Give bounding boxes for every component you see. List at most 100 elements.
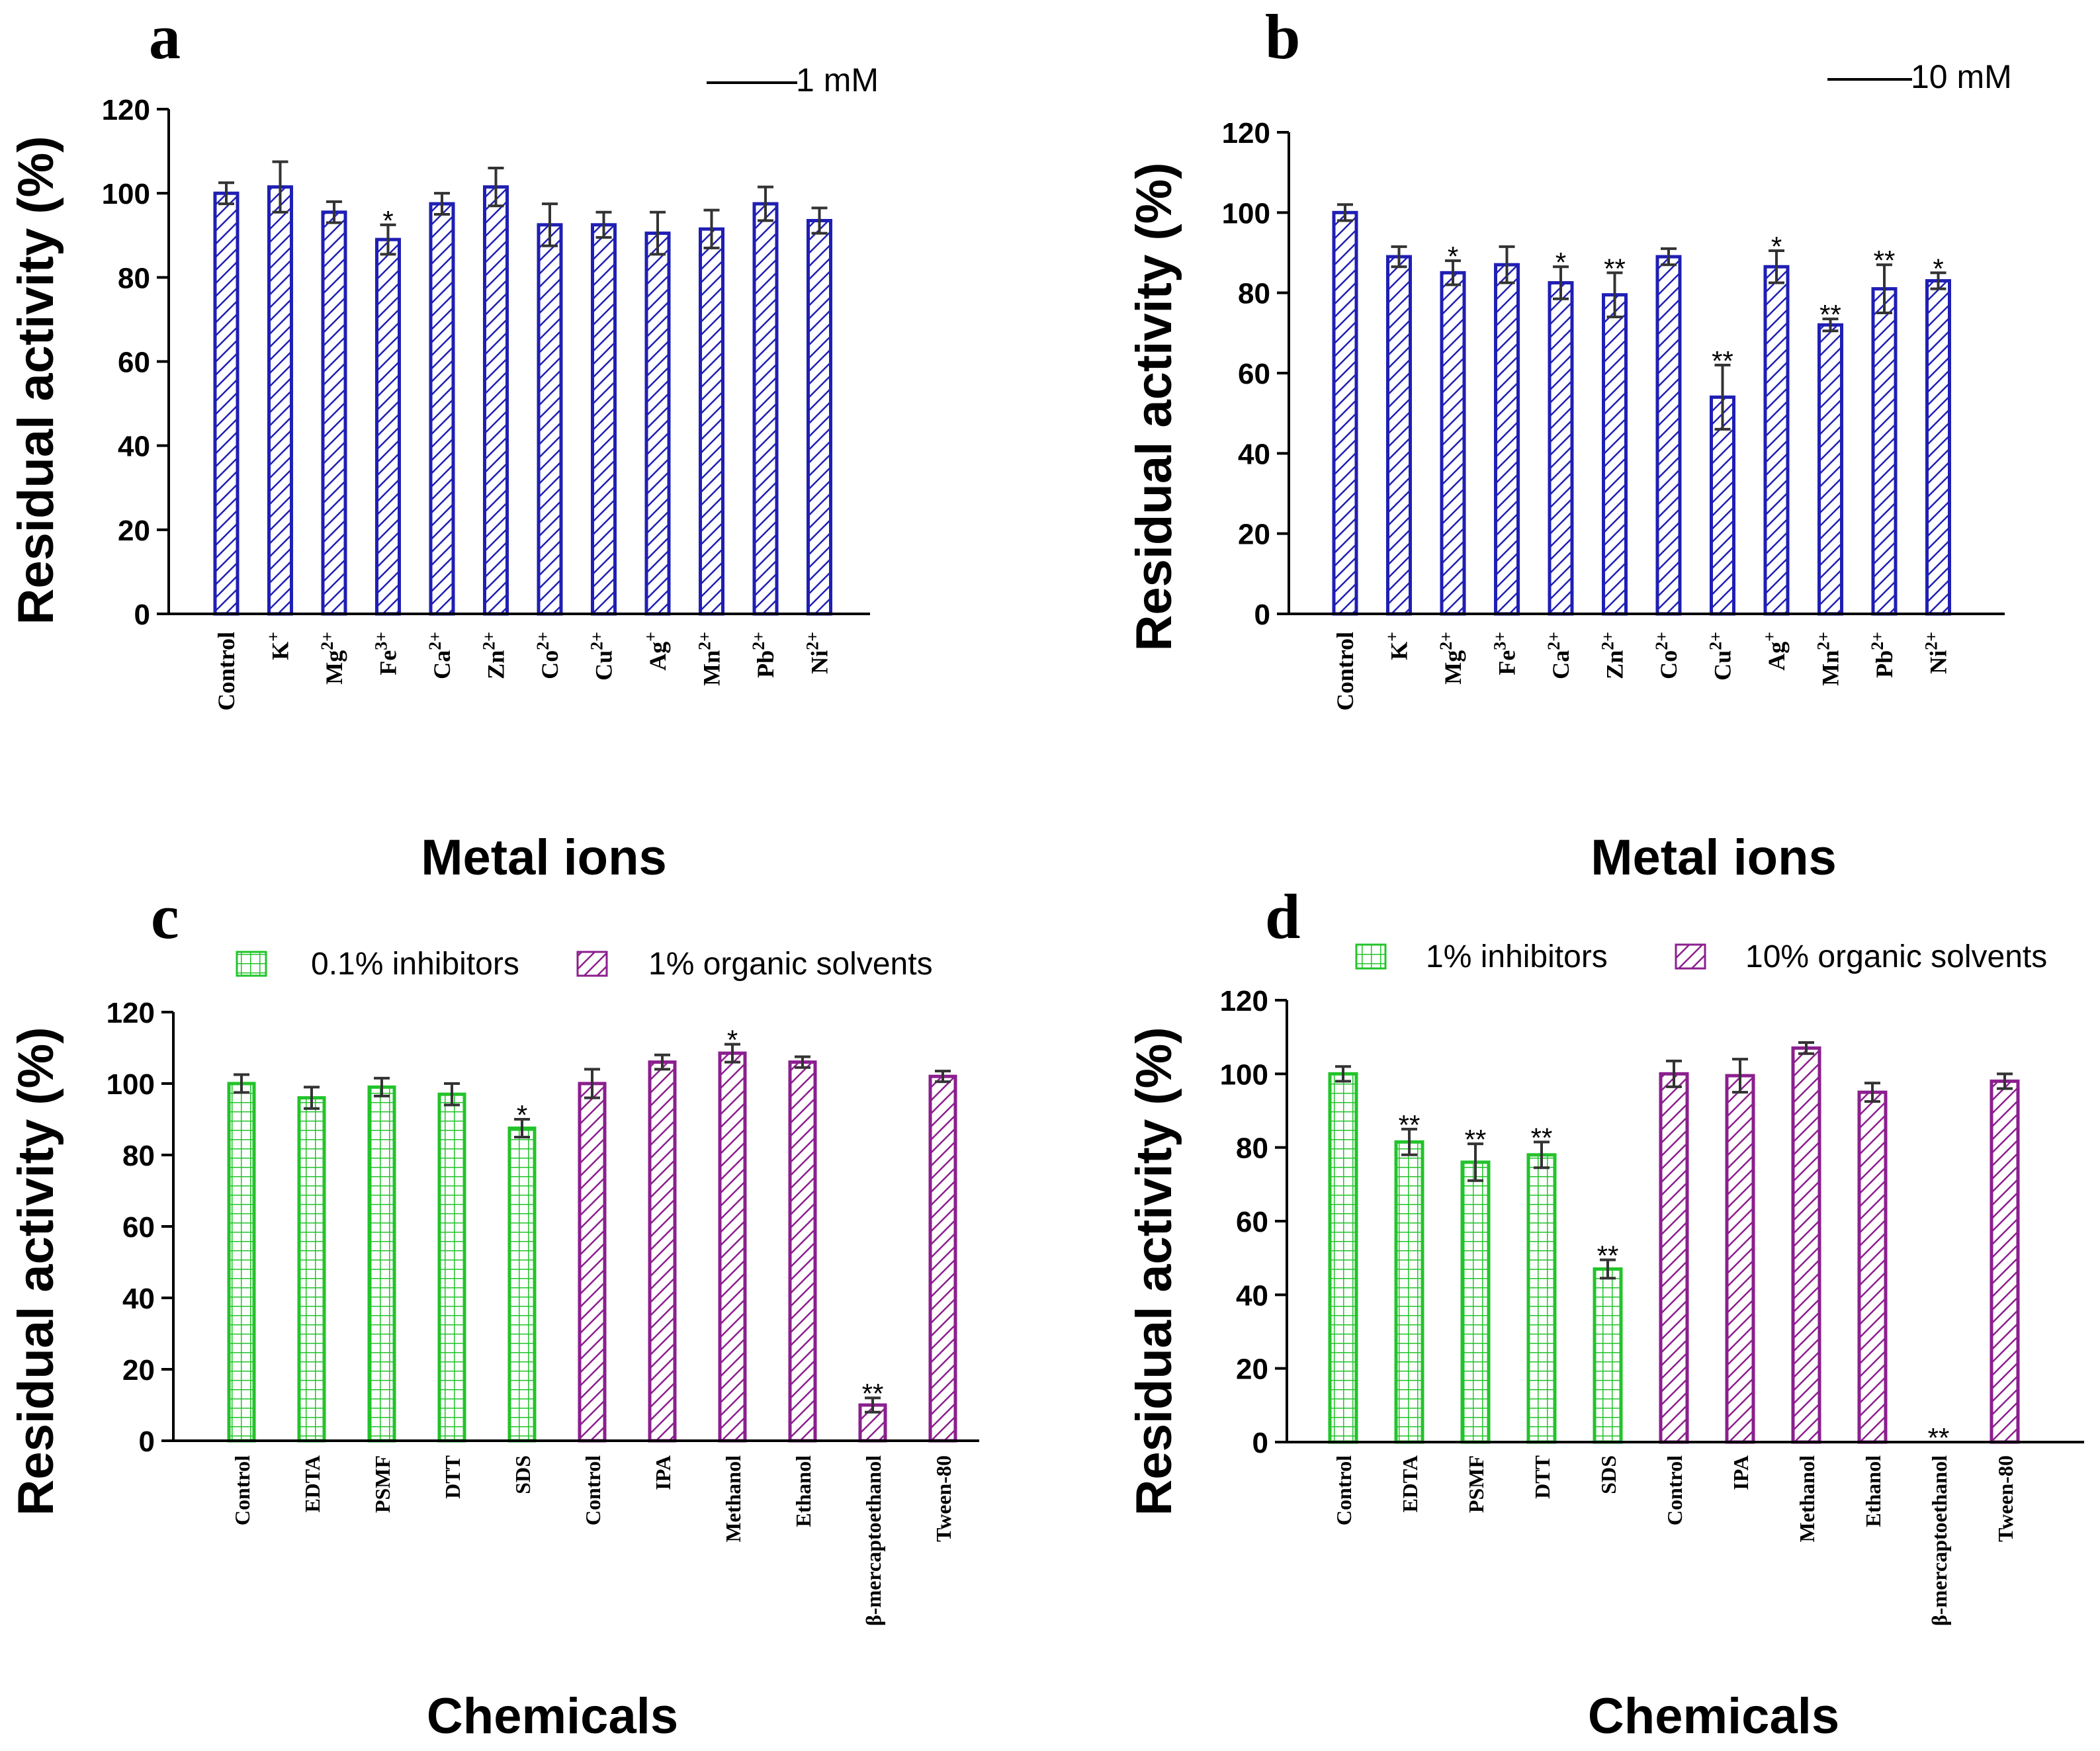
panel-b-plot: * * ********* * (1332, 203, 1951, 616)
panel-b-category-label: Pb2+ (1868, 632, 1898, 678)
panel-a-category-name: Mg (321, 650, 347, 685)
panel-c-legend-swatch-inhibitors (236, 951, 267, 977)
panel-a-category-name: Co (537, 650, 563, 679)
panel-c-bar (718, 1051, 747, 1443)
panel-a-category-label: Mn2+ (695, 632, 725, 686)
panel-c-category-name: β-mercaptoethanol (861, 1455, 885, 1626)
panel-a-bar (807, 218, 832, 616)
panel-d-bar (1526, 1153, 1557, 1444)
panel-a-ytick-label: 40 (118, 431, 150, 463)
panel-c-plot: **** (227, 1025, 957, 1443)
panel-b-significance: * (1933, 253, 1943, 284)
panel-b-ytick-label: 100 (1222, 197, 1270, 230)
panel-c-ytick-label: 20 (122, 1354, 155, 1387)
panel-b-legend: 10 mM (1827, 58, 2012, 95)
panel-b-significance: * (1771, 231, 1782, 262)
panel-a-category-name: Ni (807, 650, 833, 674)
panel-d-bar (1725, 1074, 1755, 1444)
panel-d-category-label: Control (1332, 1455, 1356, 1525)
panel-b-ytick-label: 0 (1254, 599, 1270, 631)
panel-b-significance: ** (1819, 299, 1841, 330)
panel-b-category-name: Control (1332, 632, 1358, 710)
panel-c-category-name: PSMF (371, 1455, 394, 1513)
panel-d-xlabel: Chemicals (1588, 1688, 1839, 1744)
panel-c-xaxis: Control EDTA PSMF DTT SDS Control IPA Methanol E… (173, 1439, 979, 1626)
panel-c-category-label: DTT (441, 1455, 464, 1499)
panel-c-category-label: β-mercaptoethanol (861, 1455, 885, 1626)
panel-a-bar (375, 237, 401, 616)
panel-a-category-charge: + (641, 632, 660, 642)
panel-a-category-label: Fe3+ (372, 632, 402, 675)
panel-b-category-label: Mg2+ (1436, 632, 1466, 685)
panel-b-xaxis: Control K+Mg2+Fe3+Ca2+Zn2+Co2+Cu2+Ag+Mn2+… (1289, 613, 2005, 710)
panel-c-ylabel: Residual activity (%) (8, 1027, 64, 1516)
panel-b-bar (1386, 255, 1412, 616)
panel-d-category-name: IPA (1729, 1455, 1753, 1490)
panel-c-bar (648, 1060, 677, 1443)
panel-b-category-name: Cu (1710, 650, 1736, 681)
panel-b-ytick-label: 120 (1222, 117, 1270, 149)
panel-b-category-name: Ni (1925, 650, 1952, 674)
panel-a-xlabel: Metal ions (421, 830, 667, 886)
panel-a-ytick-label: 0 (134, 599, 150, 631)
panel-a-category-charge: 2+ (803, 632, 822, 650)
panel-a-category-name: Cu (591, 650, 617, 681)
panel-b-category-charge: 2+ (1868, 632, 1887, 650)
panel-c-ytick-label: 80 (122, 1140, 155, 1172)
panel-d-category-label: Tween-80 (1993, 1455, 2017, 1542)
panel-b-bar (1763, 265, 1790, 616)
panel-c-bar (788, 1060, 817, 1443)
panel-a-category-charge: 2+ (533, 632, 552, 650)
panel-d-category-label: EDTA (1398, 1455, 1422, 1513)
panel-c-bar (297, 1096, 326, 1443)
panel-a-category-charge: 2+ (588, 632, 607, 650)
panel-b-category-label: K+ (1383, 632, 1413, 660)
panel-b-legend-label: 10 mM (1911, 58, 2012, 95)
panel-c-significance: ** (862, 1378, 884, 1409)
panel-b-bar (1655, 255, 1682, 616)
panel-a-ylabel: Residual activity (%) (8, 136, 64, 624)
panel-a-category-charge: 2+ (695, 632, 715, 650)
panel-c-category-name: IPA (651, 1455, 675, 1490)
panel-b-category-charge: + (1760, 632, 1779, 642)
panel-c-yaxis: 0 20 40 60 80 100 120 (107, 997, 175, 1458)
panel-b-category-label: Ag+ (1760, 632, 1790, 671)
panel-a-category-charge: + (264, 632, 283, 642)
panel-c-category-label: SDS (511, 1455, 535, 1494)
panel-c-bar (437, 1092, 466, 1443)
panel-d-category-label: Methanol (1795, 1455, 1819, 1543)
panel-a-category-name: Control (213, 632, 240, 710)
panel-b-xlabel: Metal ions (1591, 830, 1837, 886)
panel-a-category-name: Ag (644, 642, 671, 671)
panel-d-category-label: SDS (1597, 1455, 1620, 1494)
panel-b-category-charge: 2+ (1544, 632, 1563, 650)
panel-a-category-label: Pb2+ (749, 632, 779, 678)
panel-b-significance: ** (1874, 245, 1896, 276)
panel-c-bar (507, 1127, 537, 1443)
panel-c-label: c (151, 881, 179, 952)
panel-c-category-name: Control (581, 1455, 605, 1525)
panel-d-yaxis: 0 20 40 60 80 100 120 (1220, 985, 1288, 1459)
panel-b-category-charge: 3+ (1491, 632, 1510, 650)
panel-d-legend-swatch-solvents (1675, 943, 1706, 970)
panel-a-xaxis: Control K+Mg2+Fe3+Ca2+Zn2+Co2+Cu2+Ag+Mn2+… (169, 613, 870, 710)
panel-b-bar (1332, 210, 1358, 616)
panel-c-category-name: Control (230, 1455, 254, 1525)
panel-a-label: a (149, 1, 181, 72)
panel-c-ytick-label: 0 (139, 1426, 155, 1458)
panel-d-category-name: PSMF (1464, 1455, 1488, 1513)
panel-b-category-name: Zn (1602, 650, 1628, 679)
panel-b-bar (1548, 281, 1574, 616)
panel-d-label: d (1265, 881, 1300, 952)
panel-b-category-name: Ag (1763, 642, 1790, 671)
panel-b-category-charge: 2+ (1706, 632, 1726, 650)
panel-d-ytick-label: 100 (1220, 1058, 1268, 1091)
panel-c-category-label: Methanol (721, 1455, 745, 1543)
panel-a-category-label: Ni2+ (803, 632, 833, 674)
panel-b-category-name: Ca (1548, 650, 1574, 679)
panel-a-category-label: Cu2+ (588, 632, 617, 681)
panel-d-xaxis: Control EDTA PSMF DTT SDS Control IPA Methanol E… (1287, 1441, 2084, 1626)
panel-b-category-name: Pb (1871, 650, 1898, 678)
panel-d-bar (1857, 1090, 1888, 1444)
panel-a-bar (537, 223, 563, 616)
